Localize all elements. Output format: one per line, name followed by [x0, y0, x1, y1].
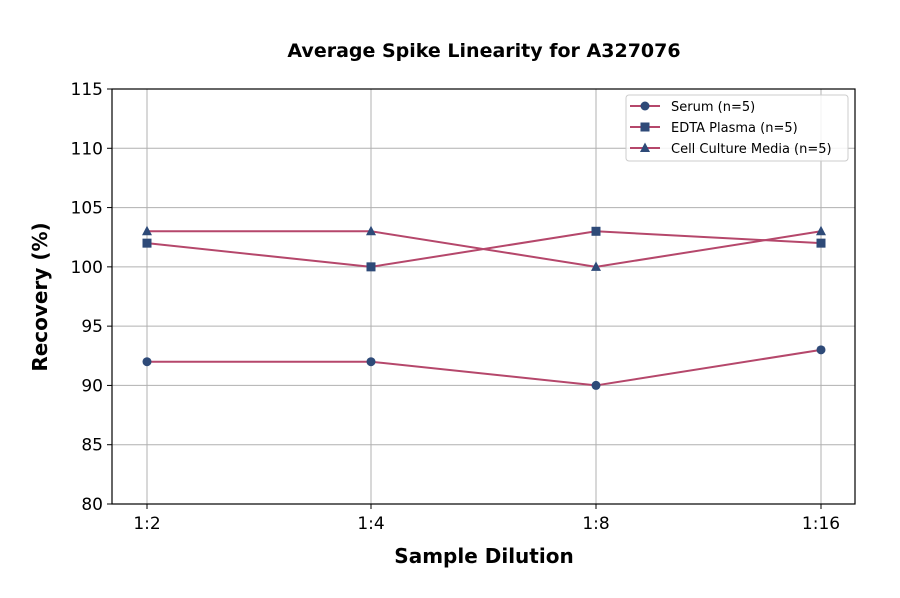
- x-axis: 1:2 1:4 1:8 1:16: [133, 504, 840, 534]
- y-axis-label: Recovery (%): [28, 222, 52, 371]
- x-tick-label: 1:8: [582, 514, 609, 534]
- data-point: [366, 357, 376, 367]
- x-tick-label: 1:2: [133, 514, 160, 534]
- data-point: [591, 380, 601, 390]
- y-tick-label: 80: [81, 495, 103, 515]
- legend-marker: [640, 142, 650, 152]
- data-point: [142, 225, 152, 236]
- y-tick-label: 110: [71, 139, 103, 159]
- data-point: [142, 238, 152, 248]
- series-group: [142, 225, 826, 390]
- y-tick-label: 105: [71, 199, 103, 219]
- data-point: [366, 262, 376, 272]
- legend-marker: [640, 101, 650, 111]
- chart-title: Average Spike Linearity for A327076: [287, 40, 680, 62]
- data-point: [816, 238, 826, 248]
- y-tick-label: 115: [71, 80, 103, 100]
- legend-marker: [640, 122, 650, 132]
- legend-label: Serum (n=5): [671, 100, 755, 115]
- series-line-0: [147, 348, 822, 387]
- data-point: [816, 345, 826, 355]
- data-point: [142, 357, 152, 367]
- y-axis: 80 85 90 95 100 105 110 115: [71, 80, 112, 515]
- y-tick-label: 85: [81, 436, 103, 456]
- legend-label: EDTA Plasma (n=5): [671, 121, 798, 136]
- y-tick-label: 95: [81, 317, 103, 337]
- legend-label: Cell Culture Media (n=5): [671, 142, 832, 157]
- data-point: [816, 225, 826, 236]
- x-tick-label: 1:4: [357, 514, 384, 534]
- data-point: [366, 225, 376, 236]
- data-point: [591, 226, 601, 236]
- series-line-2: [147, 230, 822, 268]
- y-tick-label: 100: [71, 258, 103, 278]
- x-axis-label: Sample Dilution: [394, 544, 573, 568]
- x-tick-label: 1:16: [802, 514, 840, 534]
- data-point: [591, 261, 601, 271]
- plot-frame: [111, 88, 856, 505]
- y-tick-label: 90: [81, 376, 103, 396]
- legend: Serum (n=5) EDTA Plasma (n=5) Cell Culture…: [625, 94, 849, 162]
